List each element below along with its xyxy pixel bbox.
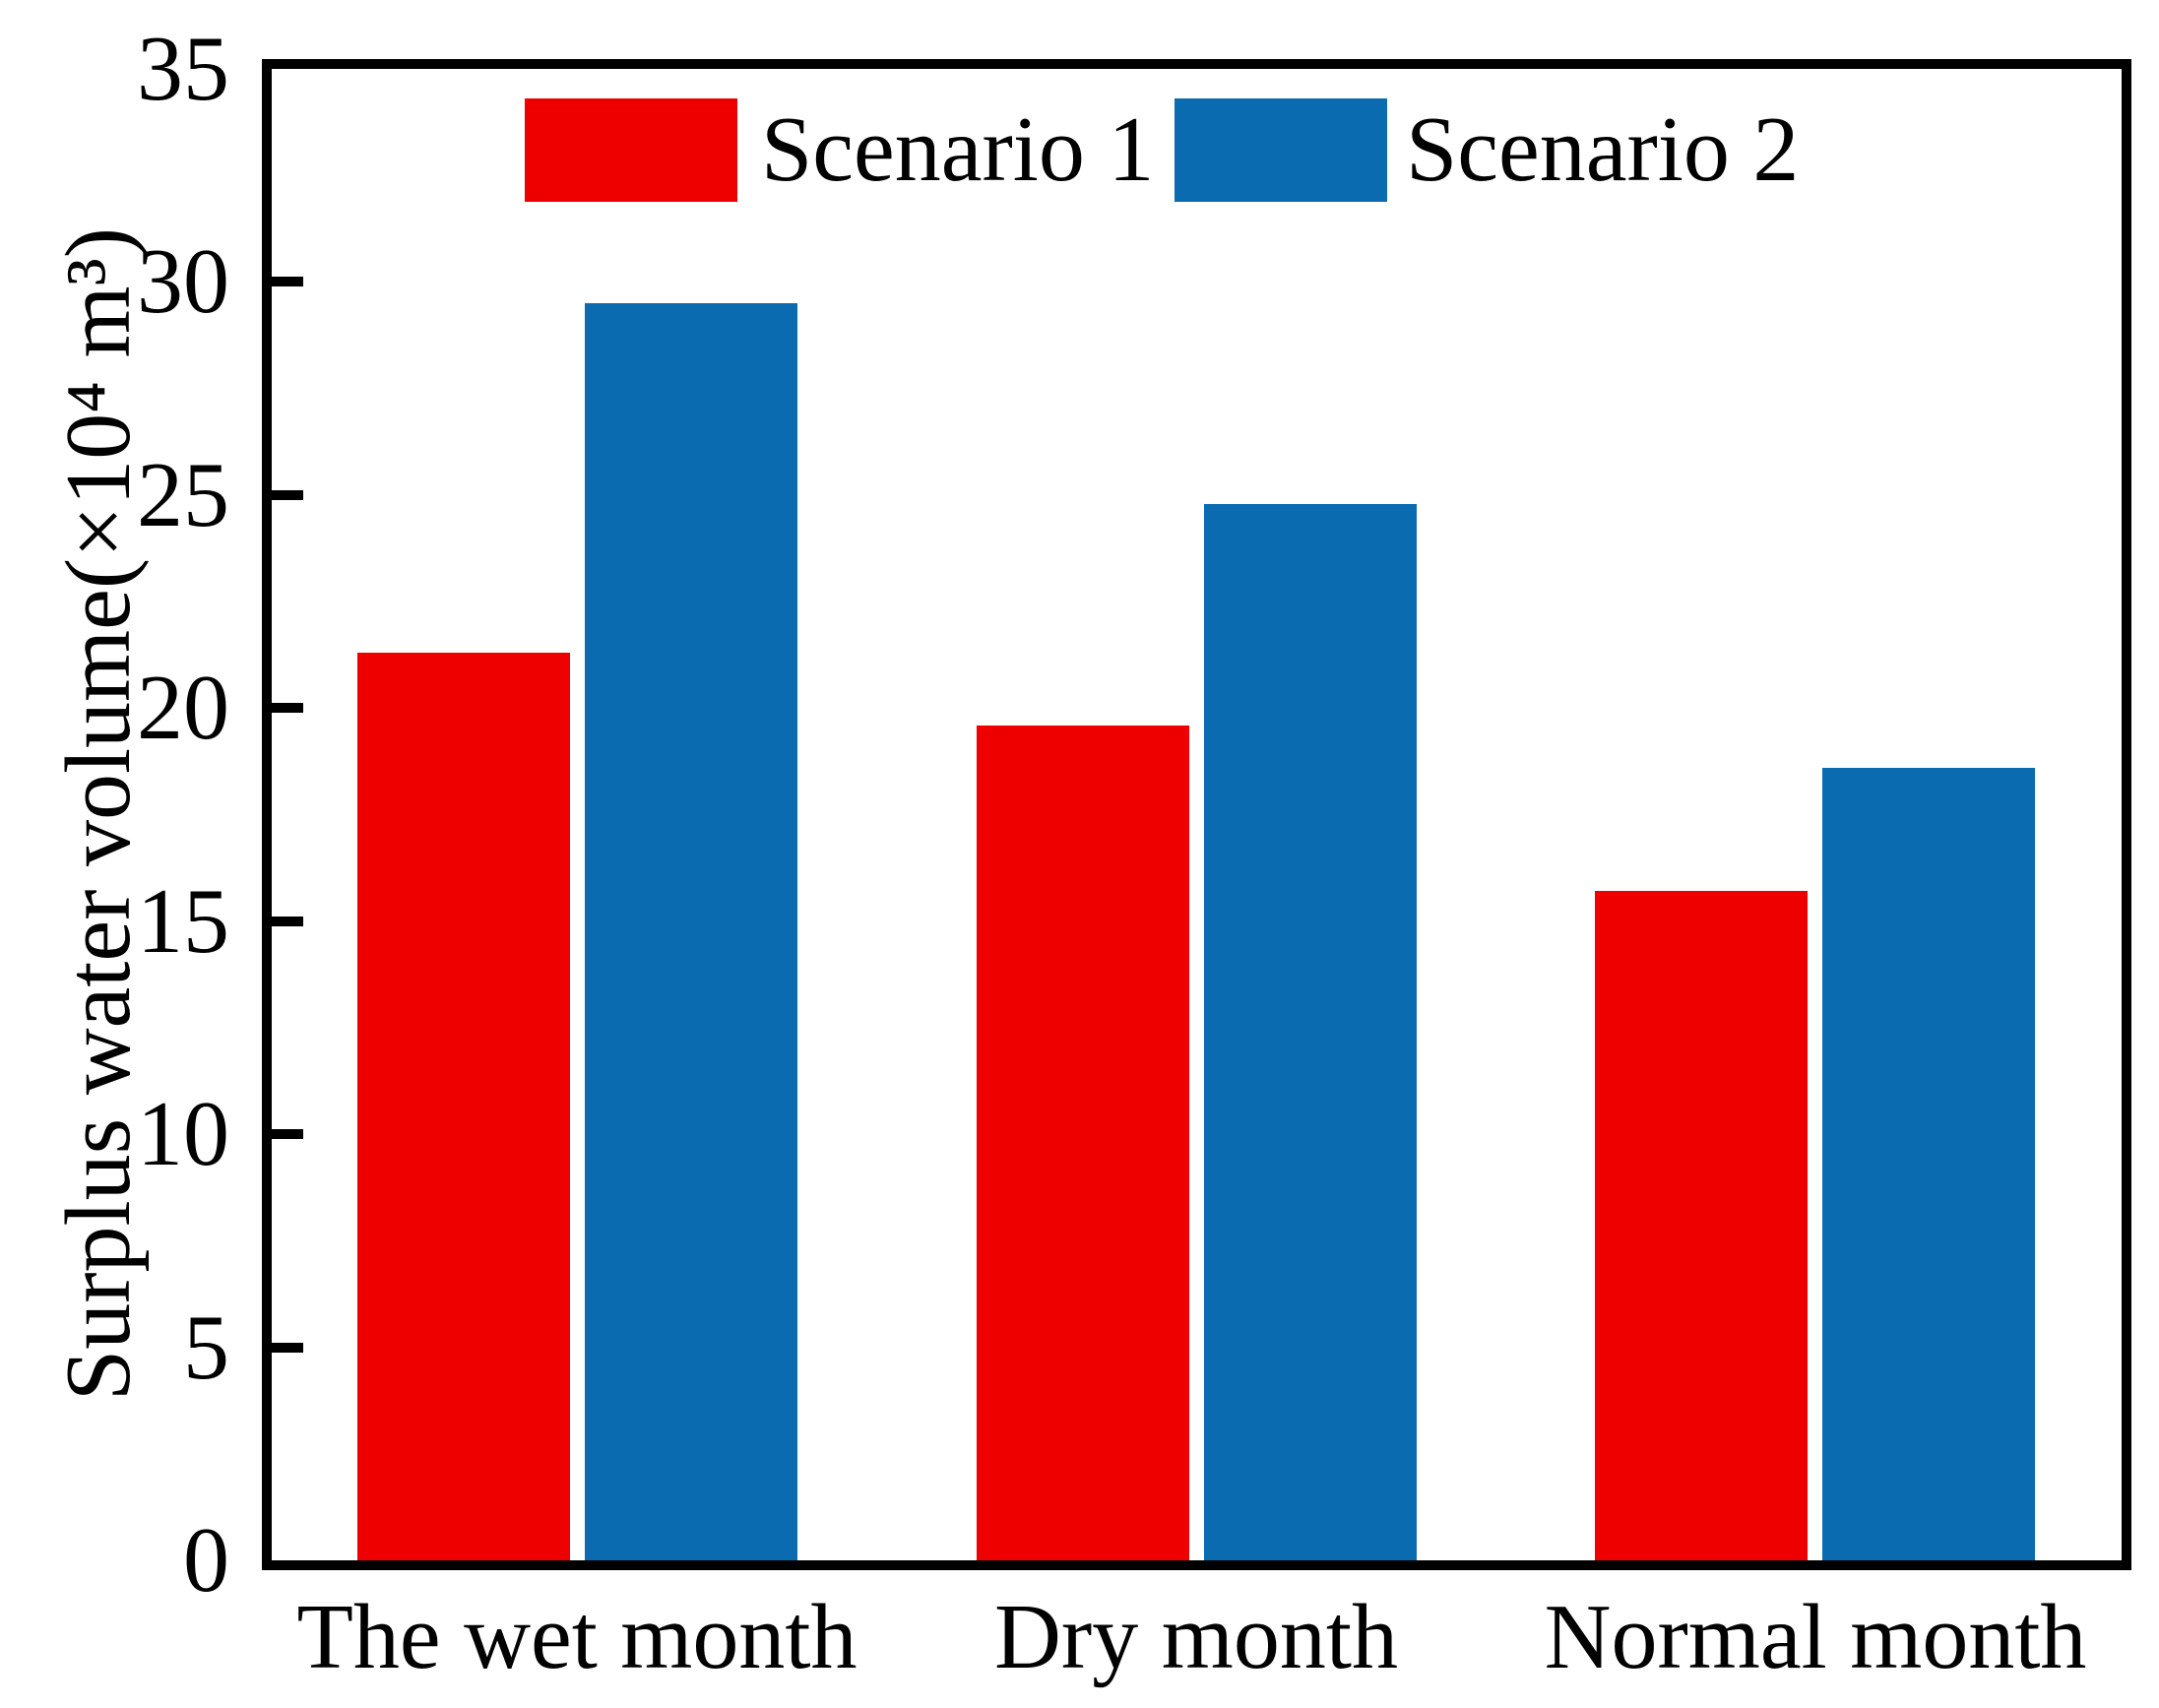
legend-label-scenario-2: Scenario 2 [1406, 98, 1800, 201]
legend-swatch-scenario-1 [525, 98, 737, 202]
y-tick-label-25: 25 [137, 444, 229, 546]
y-tick-20 [272, 703, 303, 713]
y-tick-label-10: 10 [137, 1083, 229, 1185]
y-tick-25 [272, 490, 303, 500]
y-tick-15 [272, 917, 303, 926]
bar-scenario-2-the-wet-month [585, 303, 797, 1560]
bar-scenario-2-dry-month [1204, 504, 1417, 1560]
y-tick-5 [272, 1343, 303, 1353]
bar-scenario-1-the-wet-month [357, 653, 570, 1560]
y-tick-label-30: 30 [137, 230, 229, 333]
x-tick-label-the-wet-month: The wet month [296, 1586, 857, 1688]
bar-scenario-1-normal-month [1595, 891, 1808, 1560]
x-tick-label-dry-month: Dry month [994, 1586, 1398, 1688]
plot-area [262, 59, 2131, 1570]
bar-scenario-1-dry-month [977, 726, 1189, 1560]
y-tick-label-0: 0 [183, 1509, 229, 1612]
x-tick-label-normal-month: Normal month [1544, 1586, 2087, 1688]
y-axis-title: Surplus water volume(×10⁴ m³) [47, 226, 150, 1402]
y-tick-30 [272, 277, 303, 286]
y-tick-label-20: 20 [137, 657, 229, 759]
y-tick-label-15: 15 [137, 870, 229, 973]
bar-scenario-2-normal-month [1822, 768, 2035, 1560]
y-tick-label-35: 35 [137, 18, 229, 120]
plot-inner [272, 69, 2122, 1560]
y-tick-label-5: 5 [183, 1297, 229, 1399]
legend-label-scenario-1: Scenario 1 [761, 98, 1155, 201]
y-tick-10 [272, 1129, 303, 1139]
legend-swatch-scenario-2 [1175, 98, 1387, 202]
